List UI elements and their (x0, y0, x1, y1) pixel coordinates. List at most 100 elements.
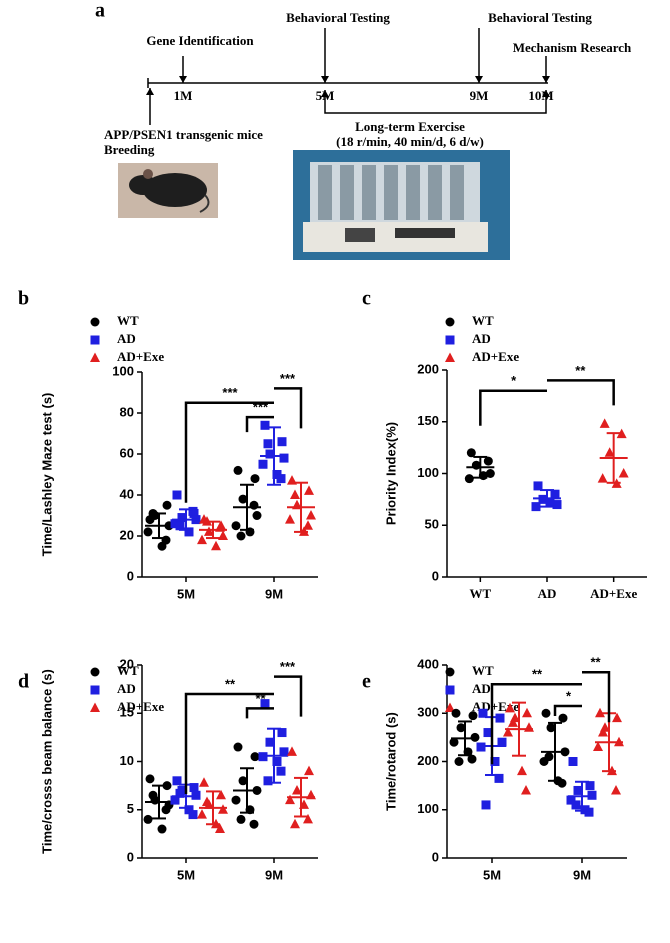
data-point (451, 708, 461, 718)
data-point (481, 800, 491, 810)
data-point (249, 819, 259, 829)
data-point (279, 747, 289, 757)
panel-letter: a (95, 0, 105, 22)
data-point (595, 707, 605, 718)
data-point (545, 497, 555, 507)
event-label: Mechanism Research (513, 40, 632, 55)
data-point (161, 805, 171, 815)
data-point (303, 813, 313, 824)
y-axis-label: Time/rotarod (s) (383, 712, 398, 811)
data-point (148, 790, 158, 800)
data-point (568, 757, 578, 766)
significance-bracket (547, 379, 615, 406)
legend-label: WT (117, 313, 139, 328)
data-point (204, 526, 214, 536)
data-point (306, 510, 316, 520)
x-tick-label: AD (538, 586, 557, 601)
data-point (276, 474, 286, 484)
data-point (90, 702, 100, 712)
legend-label: AD+Exe (117, 349, 164, 364)
y-tick-label: 300 (417, 705, 439, 720)
y-tick-label: 20 (120, 656, 134, 671)
data-point (231, 795, 241, 805)
data-point (524, 722, 534, 732)
data-point (445, 335, 455, 345)
x-tick-label: 9M (573, 867, 591, 882)
y-tick-label: 150 (417, 413, 439, 428)
data-point (276, 766, 286, 776)
y-tick-label: 100 (417, 801, 439, 816)
data-point (611, 784, 621, 795)
data-point (618, 468, 629, 478)
data-point (170, 795, 180, 805)
data-point (285, 794, 295, 805)
event-label: Gene Identification (146, 33, 254, 48)
data-point (233, 465, 243, 475)
data-point (238, 494, 248, 504)
data-point (143, 814, 153, 824)
data-point (593, 741, 603, 752)
data-point (598, 727, 608, 737)
month-label: 1M (174, 88, 193, 103)
event-label: Behavioral Testing (286, 10, 390, 25)
data-point (263, 439, 273, 449)
panel-letter: d (18, 671, 29, 693)
data-point (197, 809, 207, 819)
data-point (249, 500, 259, 510)
data-point (252, 511, 262, 520)
y-tick-label: 5 (127, 801, 134, 816)
data-point (483, 456, 493, 466)
data-point (585, 781, 595, 791)
significance-label: ** (590, 655, 601, 670)
data-point (161, 535, 171, 545)
data-point (215, 823, 225, 834)
legend-label: AD (472, 681, 491, 696)
data-point (503, 727, 513, 737)
data-point (538, 494, 548, 504)
data-point (218, 530, 228, 540)
data-point (604, 447, 615, 457)
data-point (263, 776, 273, 786)
data-point (508, 717, 518, 727)
data-point (292, 784, 302, 795)
x-tick-label: 9M (265, 586, 283, 601)
panel-letter: c (362, 288, 371, 310)
data-point (218, 804, 228, 814)
data-point (566, 795, 576, 805)
y-tick-label: 200 (417, 753, 439, 768)
significance-bracket (274, 387, 303, 429)
legend-label: WT (117, 663, 139, 678)
data-point (90, 317, 100, 327)
data-point (466, 448, 476, 458)
data-point (544, 752, 554, 762)
y-tick-label: 0 (432, 568, 439, 583)
data-point (188, 810, 198, 820)
data-point (290, 489, 300, 499)
y-tick-label: 100 (112, 363, 134, 378)
data-point (233, 742, 243, 752)
data-point (175, 521, 185, 531)
significance-bracket (274, 675, 303, 717)
legend-label: WT (472, 663, 494, 678)
significance-bracket (490, 683, 582, 765)
data-point (494, 773, 504, 783)
legend-label: AD (472, 331, 491, 346)
data-point (90, 685, 100, 695)
data-point (454, 757, 464, 766)
data-point (546, 723, 556, 733)
data-point (250, 474, 260, 484)
data-point (265, 737, 275, 747)
y-tick-label: 15 (120, 705, 134, 720)
significance-bracket (245, 707, 274, 719)
data-point (599, 418, 610, 428)
legend-label: AD+Exe (472, 349, 519, 364)
y-tick-label: 200 (417, 361, 439, 376)
data-point (277, 728, 287, 738)
y-tick-label: 0 (127, 568, 134, 583)
y-tick-label: 20 (120, 527, 134, 542)
breeding-label: Breeding (104, 142, 155, 157)
data-point (184, 527, 194, 537)
data-point (552, 500, 562, 510)
significance-label: *** (222, 385, 238, 400)
data-point (445, 702, 455, 712)
